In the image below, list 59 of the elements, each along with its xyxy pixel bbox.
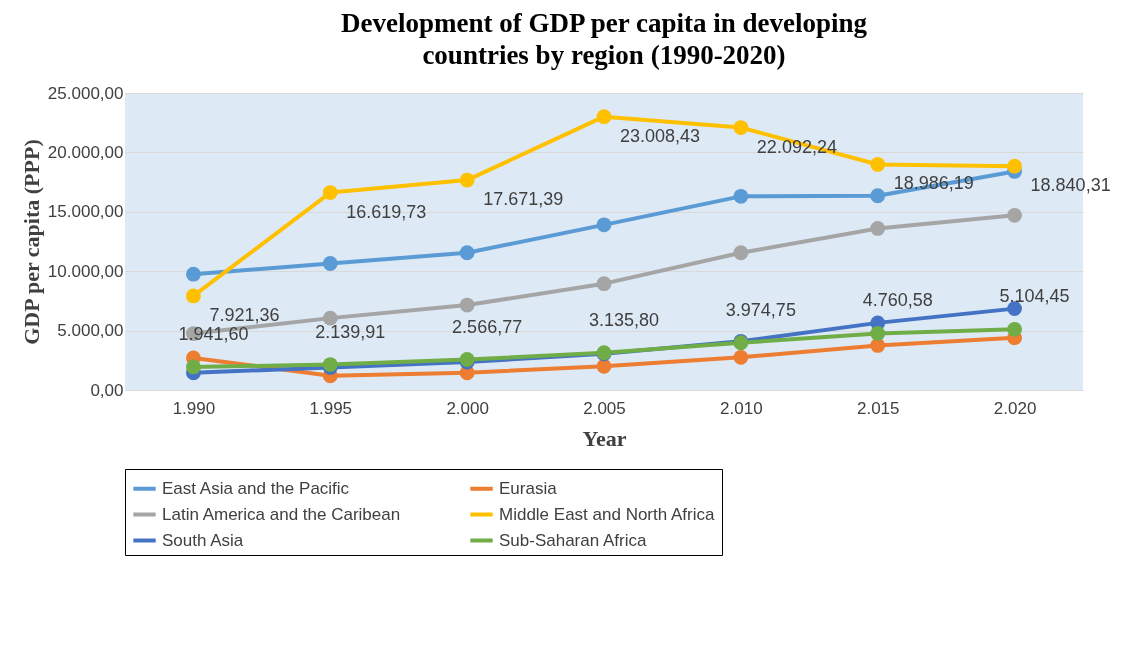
data-label: 2.566,77 [452, 316, 523, 337]
point [322, 185, 338, 200]
y-tick-label: 0,00 [90, 380, 124, 400]
x-tick-label: 1.990 [172, 398, 216, 418]
x-tick-label: 2.010 [720, 398, 763, 418]
y-tick-label: 25.000,00 [47, 83, 124, 103]
x-tick-label: 2.015 [856, 398, 900, 418]
data-label: 18.840,31 [1030, 175, 1111, 196]
point [459, 297, 475, 313]
point [870, 188, 886, 204]
legend-label: South Asia [162, 530, 244, 550]
data-label: 7.921,36 [209, 304, 280, 325]
y-tick-label: 5.000,00 [57, 321, 124, 341]
point [459, 172, 475, 188]
point [596, 109, 612, 125]
point [733, 120, 749, 135]
point [870, 157, 886, 172]
point [1007, 207, 1022, 223]
y-tick-label: 15.000,00 [47, 202, 124, 222]
data-label: 4.760,58 [862, 290, 933, 311]
point [870, 338, 886, 353]
point [733, 349, 749, 365]
data-label: 5.104,45 [999, 286, 1070, 307]
point [870, 221, 886, 236]
x-tick-label: 1.995 [309, 398, 353, 418]
point [1007, 158, 1022, 174]
y-tick-label: 10.000,00 [47, 261, 124, 281]
point [186, 266, 201, 282]
data-label: 17.671,39 [483, 189, 564, 210]
point [870, 326, 886, 341]
point [186, 359, 201, 375]
point [1007, 321, 1022, 337]
x-tick-label: 2.020 [993, 398, 1037, 418]
point [596, 276, 612, 292]
data-label: 16.619,73 [346, 201, 427, 222]
point [322, 310, 338, 326]
x-axis-title: Year [582, 425, 627, 451]
legend-label: Eurasia [499, 478, 558, 498]
data-label: 1.941,60 [178, 323, 249, 344]
data-label: 2.139,91 [315, 321, 386, 342]
x-tick-label: 2.005 [583, 398, 626, 418]
point [596, 358, 612, 374]
point [733, 245, 749, 261]
point [459, 245, 475, 261]
data-label: 23.008,43 [620, 125, 701, 146]
point [733, 188, 749, 204]
y-tick-label: 20.000,00 [47, 142, 124, 162]
y-axis-title: GDP per capita (PPP) [18, 139, 44, 345]
x-tick-label: 2.000 [446, 398, 489, 418]
legend-label: Middle East and North Africa [499, 504, 715, 524]
legend-label: Sub-Saharan Africa [499, 530, 647, 550]
data-label: 3.135,80 [588, 309, 660, 330]
point [322, 256, 338, 271]
data-label: 3.974,75 [725, 299, 796, 320]
point [186, 288, 201, 304]
point [596, 217, 612, 233]
legend-label: Latin America and the Caribean [162, 504, 401, 524]
legend-label: East Asia and the Pacific [162, 478, 350, 498]
chart-title: Development of GDP per capita in developing countries by region (1990-2020) [341, 8, 868, 70]
